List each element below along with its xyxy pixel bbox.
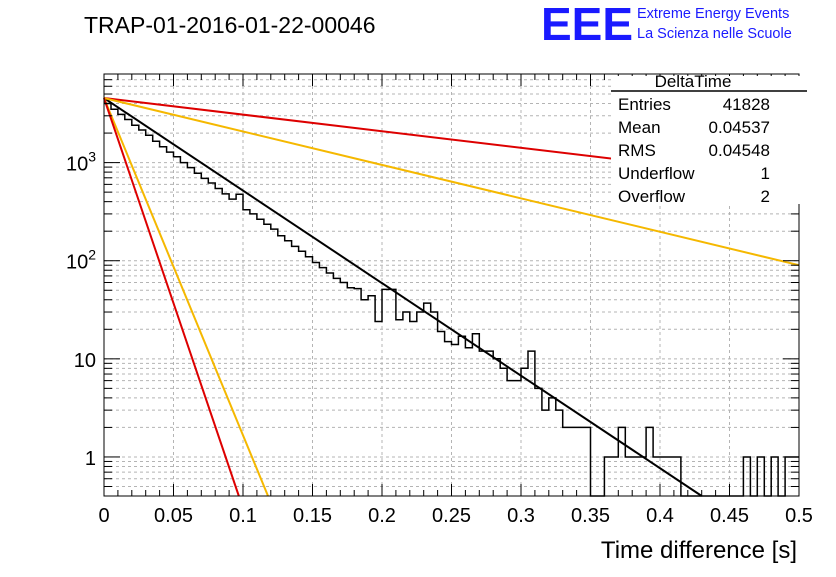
x-tick-label: 0.5 <box>785 505 813 527</box>
fit-curves <box>103 97 800 497</box>
y-tick-label: 10 <box>74 350 96 372</box>
y-tick-label: 1 <box>85 448 96 470</box>
x-tick-label: 0.2 <box>368 505 396 527</box>
fit-curve <box>103 97 800 267</box>
stats-row-value: 2 <box>761 187 770 206</box>
histogram <box>104 102 799 497</box>
stats-row-label: Mean <box>618 118 661 137</box>
logo-line1: Extreme Energy Events <box>637 6 789 22</box>
stats-row-value: 41828 <box>723 95 770 114</box>
x-tick-label: 0 <box>98 505 109 527</box>
stats-box-bg <box>611 76 807 204</box>
x-axis-label: Time difference [s] <box>601 537 797 564</box>
y-tick-exponent: 3 <box>88 149 96 165</box>
stats-box: DeltaTime Entries 41828 Mean 0.04537 RMS 0.04… <box>611 72 807 206</box>
logo-mark: EEE <box>541 0 633 50</box>
stats-row-label: Entries <box>618 95 671 114</box>
histogram-steps <box>104 102 799 497</box>
stats-rows: Entries 41828 Mean 0.04537 RMS 0.04548 Underfl… <box>618 95 770 206</box>
x-tick-label: 0.35 <box>571 505 610 527</box>
x-tick-label: 0.45 <box>710 505 749 527</box>
logo-line2: La Scienza nelle Scuole <box>637 26 792 42</box>
x-tick-label: 0.1 <box>229 505 257 527</box>
x-tick-label: 0.05 <box>154 505 193 527</box>
stats-row-label: Underflow <box>618 164 695 183</box>
x-tick-label: 0.4 <box>646 505 674 527</box>
y-tick-label: 103 <box>66 149 96 176</box>
y-tick-label: 102 <box>66 247 96 274</box>
y-tick-base: 10 <box>66 154 88 176</box>
fit-curve <box>103 97 240 497</box>
stats-row-value: 0.04548 <box>709 141 770 160</box>
stats-row-value: 1 <box>761 164 770 183</box>
y-tick-base: 10 <box>66 252 88 274</box>
fit-curve <box>103 97 269 497</box>
stats-row-label: Overflow <box>618 187 686 206</box>
chart-title: TRAP-01-2016-01-22-00046 <box>84 12 376 38</box>
stats-row-label: RMS <box>618 141 656 160</box>
eee-logo: EEE Extreme Energy Events La Scienza nel… <box>541 0 792 50</box>
stats-row-value: 0.04537 <box>709 118 770 137</box>
x-tick-label: 0.15 <box>293 505 332 527</box>
axes: 0 0.05 0.1 0.15 0.2 0.25 0.3 0.35 0.4 0.45 0.51101… <box>66 73 813 527</box>
x-tick-label: 0.3 <box>507 505 535 527</box>
x-tick-label: 0.25 <box>432 505 471 527</box>
fit-curve <box>103 97 703 497</box>
stats-title: DeltaTime <box>655 72 732 91</box>
grid-lines <box>104 74 799 496</box>
y-tick-exponent: 2 <box>88 247 96 263</box>
